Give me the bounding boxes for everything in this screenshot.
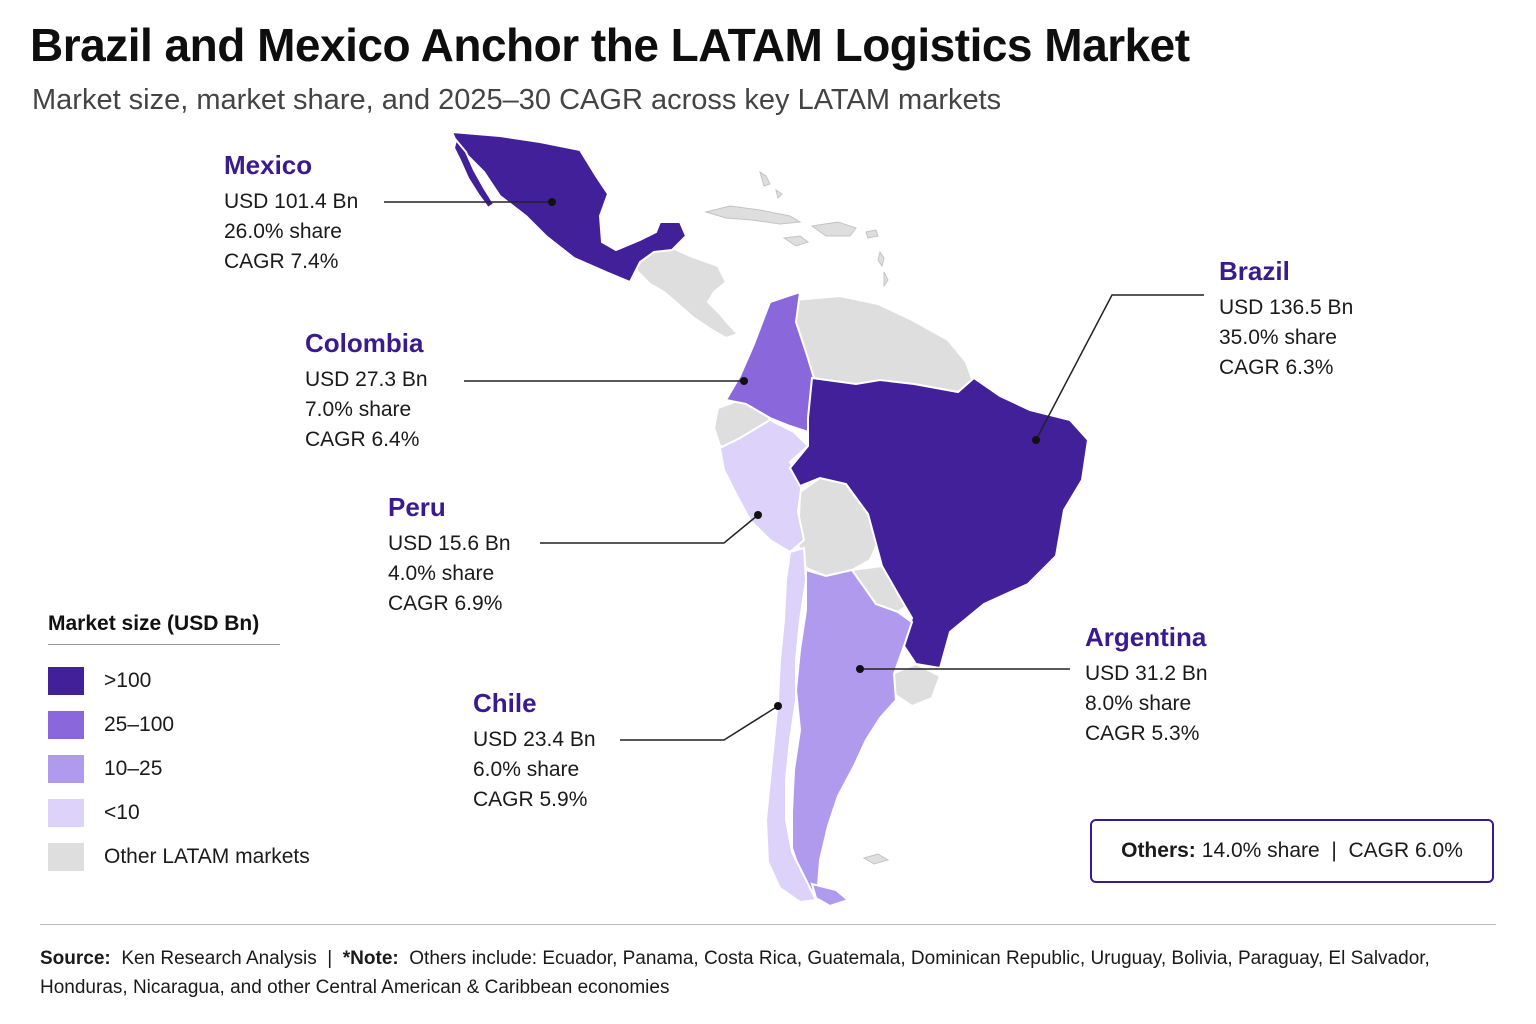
country-name: Brazil: [1219, 256, 1290, 286]
others-label: Others:: [1121, 839, 1196, 862]
map-legend: Market size (USD Bn) >100 25–100 10–25 <…: [48, 612, 310, 879]
callout-brazil: Brazil USD 136.5 Bn 35.0% share CAGR 6.3…: [1219, 256, 1353, 383]
others-summary-box: Others: 14.0% share | CAGR 6.0%: [1090, 819, 1494, 883]
callout-mexico: Mexico USD 101.4 Bn 26.0% share CAGR 7.4…: [224, 150, 358, 277]
callout-chile: Chile USD 23.4 Bn 6.0% share CAGR 5.9%: [473, 688, 596, 815]
market-size: USD 27.3 Bn: [305, 368, 428, 391]
market-cagr: CAGR 7.4%: [224, 250, 339, 273]
point-chile: [774, 702, 782, 710]
leader-peru: [540, 514, 759, 544]
legend-label: 10–25: [104, 757, 163, 780]
market-share: 35.0% share: [1219, 326, 1337, 349]
market-size: USD 31.2 Bn: [1085, 662, 1208, 685]
market-share: 26.0% share: [224, 220, 342, 243]
legend-item: <10: [48, 791, 310, 835]
market-share: 7.0% share: [305, 398, 412, 421]
footer-divider: [40, 924, 1496, 925]
market-size: USD 101.4 Bn: [224, 190, 359, 213]
callout-colombia: Colombia USD 27.3 Bn 7.0% share CAGR 6.4…: [305, 328, 428, 455]
page-title: Brazil and Mexico Anchor the LATAM Logis…: [30, 19, 1190, 71]
note-text: Others include: Ecuador, Panama, Costa R…: [40, 948, 1430, 998]
legend-label: 25–100: [104, 713, 175, 736]
legend-item: Other LATAM markets: [48, 835, 310, 879]
legend-swatch: [48, 711, 84, 739]
leader-brazil: [1035, 294, 1204, 441]
map-peru: [718, 418, 810, 554]
market-size: USD 15.6 Bn: [388, 532, 511, 555]
legend-label: Other LATAM markets: [104, 845, 310, 868]
market-cagr: CAGR 6.4%: [305, 428, 420, 451]
legend-item: 10–25: [48, 747, 310, 791]
map-tierra-del-fuego: [810, 882, 851, 908]
callout-points: [548, 198, 1040, 710]
legend-swatch: [48, 755, 84, 783]
footer-note: Source: Ken Research Analysis | *Note: O…: [40, 944, 1500, 1002]
map-baja-california: [452, 137, 496, 210]
others-text: 14.0% share | CAGR 6.0%: [1201, 839, 1463, 862]
market-share: 6.0% share: [473, 758, 580, 781]
legend-item: >100: [48, 659, 310, 703]
callout-argentina: Argentina USD 31.2 Bn 8.0% share CAGR 5.…: [1085, 622, 1208, 749]
market-share: 4.0% share: [388, 562, 495, 585]
map-argentina: [791, 568, 914, 898]
country-name: Mexico: [224, 150, 313, 180]
leader-chile: [620, 705, 779, 741]
central-america-region: [626, 244, 740, 340]
point-colombia: [740, 377, 748, 385]
map-other-north: [792, 294, 976, 394]
market-cagr: CAGR 5.3%: [1085, 722, 1200, 745]
legend-swatch: [48, 667, 84, 695]
legend-swatch: [48, 799, 84, 827]
callout-peru: Peru USD 15.6 Bn 4.0% share CAGR 6.9%: [388, 492, 511, 619]
market-size: USD 136.5 Bn: [1219, 296, 1354, 319]
point-mexico: [548, 198, 556, 206]
market-cagr: CAGR 5.9%: [473, 788, 588, 811]
footer-separator: |: [327, 948, 333, 969]
map-brazil: [788, 376, 1090, 670]
country-name: Chile: [473, 688, 537, 718]
point-argentina: [856, 665, 864, 673]
country-name: Argentina: [1085, 622, 1207, 652]
map-chile: [764, 546, 818, 904]
market-share: 8.0% share: [1085, 692, 1192, 715]
legend-title: Market size (USD Bn): [48, 612, 280, 645]
callout-leaders: [384, 201, 1204, 741]
legend-label: >100: [104, 669, 152, 692]
market-size: USD 23.4 Bn: [473, 728, 596, 751]
point-peru: [754, 511, 762, 519]
source-text: Ken Research Analysis: [121, 948, 317, 969]
point-brazil: [1032, 436, 1040, 444]
map-falklands: [862, 853, 890, 865]
note-label: *Note:: [342, 948, 399, 969]
source-label: Source:: [40, 948, 111, 969]
legend-swatch: [48, 843, 84, 871]
country-name: Peru: [388, 492, 446, 522]
country-name: Colombia: [305, 328, 424, 358]
legend-item: 25–100: [48, 703, 310, 747]
market-cagr: CAGR 6.3%: [1219, 356, 1334, 379]
page-subtitle: Market size, market share, and 2025–30 C…: [32, 84, 1002, 116]
map-uruguay: [890, 662, 942, 708]
legend-label: <10: [104, 801, 140, 824]
market-cagr: CAGR 6.9%: [388, 592, 503, 615]
